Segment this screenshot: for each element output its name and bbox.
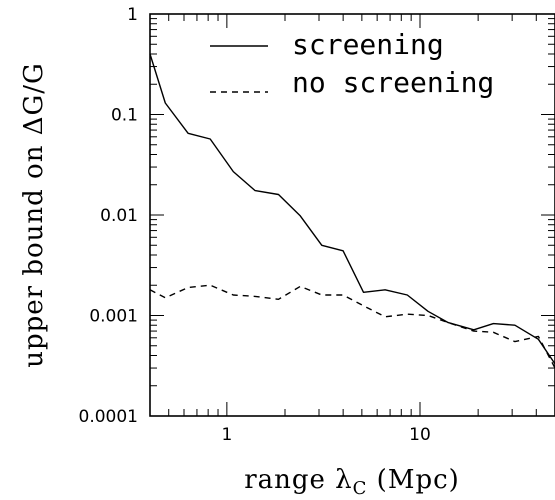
y-tick-label: 0.0001 — [79, 407, 138, 427]
axis-ticks — [149, 13, 555, 417]
legend: screening no screening — [210, 28, 494, 99]
y-axis-title: upper bound on ΔG/G — [19, 62, 49, 368]
axis-tick-labels: 1 10 0.0001 0.001 0.01 0.1 1 — [79, 5, 431, 445]
x-axis-title: range λC (Mpc) — [244, 465, 460, 499]
x-tick-label: 10 — [409, 425, 431, 445]
x-axis-title-subscript: C — [353, 478, 368, 499]
x-axis-title-main: range λ — [244, 465, 352, 495]
y-tick-label: 0.01 — [100, 206, 138, 226]
series-layer — [149, 53, 555, 369]
y-tick-label: 0.001 — [89, 307, 138, 327]
legend-label-screening: screening — [292, 28, 444, 61]
series-line-no-screening — [149, 284, 555, 369]
series-line-screening — [149, 53, 555, 365]
y-tick-label: 0.1 — [111, 106, 138, 126]
legend-label-no-screening: no screening — [292, 66, 494, 99]
y-tick-label: 1 — [127, 5, 138, 25]
x-axis-title-units: (Mpc) — [367, 465, 459, 495]
x-tick-label: 1 — [221, 425, 232, 445]
